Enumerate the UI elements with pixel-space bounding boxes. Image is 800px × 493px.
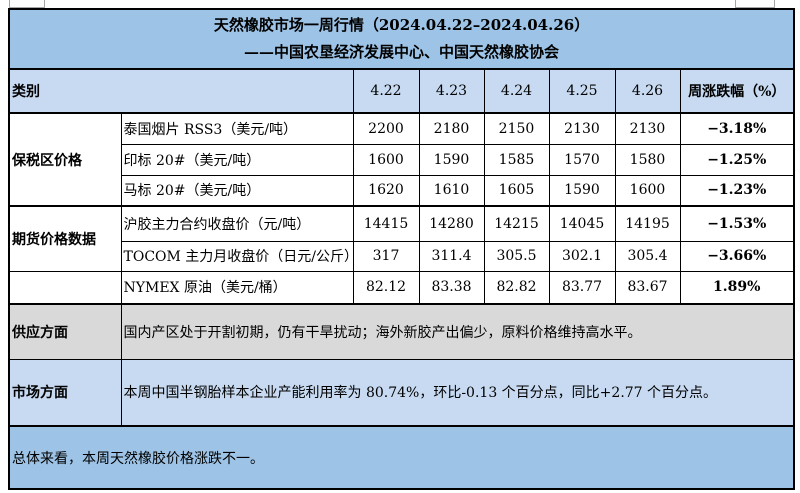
value-cell: 14045 [548, 205, 616, 242]
market-row: 市场方面 本周中国半钢胎样本企业产能利用率为 80.74%，环比-0.13 个百… [8, 358, 795, 427]
value-cell: 1580 [614, 143, 681, 176]
value-cell: 302.1 [548, 240, 616, 272]
value-cell: 317 [352, 240, 420, 272]
value-cell: 1605 [483, 174, 550, 207]
summary-row: 总体来看，本周天然橡胶价格涨跌不一。 [8, 425, 795, 490]
date-header: 4.24 [483, 68, 550, 114]
market-text: 本周中国半钢胎样本企业产能利用率为 80.74%，环比-0.13 个百分点，同比… [120, 358, 795, 427]
category-header: 类别 [8, 68, 354, 114]
supply-text: 国内产区处于开割初期，仍有干旱扰动；海外新胶产出偏少，原料价格维持高水平。 [120, 303, 795, 360]
value-cell: 14280 [418, 205, 485, 242]
weekly-change-header: 周涨跌幅（%） [679, 68, 795, 114]
value-cell: 1590 [418, 143, 485, 176]
value-cell: 1620 [352, 174, 420, 207]
table-row: 马标 20#（美元/吨） 1620 1610 1605 1590 1600 −1… [9, 174, 795, 207]
value-cell: 2200 [352, 112, 420, 145]
value-cell: 2130 [614, 112, 681, 145]
weekly-change-cell: −1.23% [679, 174, 795, 207]
value-cell: 2150 [483, 112, 550, 145]
row-label: TOCOM 主力月收盘价（日元/公斤） [120, 240, 354, 272]
value-cell: 14215 [483, 205, 550, 242]
top-left-handle [9, 0, 45, 8]
report-title: 天然橡胶市场一周行情（2024.04.22–2024.04.26） [213, 16, 590, 34]
supply-row: 供应方面 国内产区处于开割初期，仍有干旱扰动；海外新胶产出偏少，原料价格维持高水… [8, 303, 795, 360]
group-label-futures: 期货价格数据 [8, 205, 122, 272]
report-subtitle: ——中国农垦经济发展中心、中国天然橡胶协会 [244, 43, 560, 61]
value-cell: 1600 [352, 143, 420, 176]
weekly-change-cell: −1.53% [679, 205, 795, 242]
value-cell: 2130 [548, 112, 616, 145]
value-cell: 82.12 [352, 270, 420, 305]
rubber-market-report-table: 天然橡胶市场一周行情（2024.04.22–2024.04.26） ——中国农垦… [8, 8, 796, 490]
report-title-band: 天然橡胶市场一周行情（2024.04.22–2024.04.26） ——中国农垦… [8, 8, 795, 70]
date-header: 4.25 [548, 68, 616, 114]
value-cell: 83.77 [548, 270, 616, 305]
value-cell: 83.67 [614, 270, 681, 305]
weekly-change-cell: 1.89% [679, 270, 795, 305]
table-row: TOCOM 主力月收盘价（日元/公斤） 317 311.4 305.5 302.… [9, 240, 795, 272]
summary-text: 总体来看，本周天然橡胶价格涨跌不一。 [8, 425, 795, 490]
value-cell: 1610 [418, 174, 485, 207]
row-label: NYMEX 原油（美元/桶） [120, 270, 354, 305]
value-cell: 1570 [548, 143, 616, 176]
date-header: 4.23 [418, 68, 485, 114]
date-header: 4.22 [352, 68, 420, 114]
table-row: 期货价格数据 沪胶主力合约收盘价（元/吨） 14415 14280 14215 … [8, 205, 795, 272]
value-cell: 14415 [352, 205, 420, 242]
date-header: 4.26 [614, 68, 681, 114]
value-cell: 1590 [548, 174, 616, 207]
value-cell: 1600 [614, 174, 681, 207]
value-cell: 82.82 [483, 270, 550, 305]
table-row: 保税区价格 泰国烟片 RSS3（美元/吨） 2200 2180 2150 213… [8, 112, 795, 207]
value-cell: 1585 [483, 143, 550, 176]
value-cell: 305.4 [614, 240, 681, 272]
top-right-handle [735, 0, 775, 8]
row-label: 沪胶主力合约收盘价（元/吨） [120, 205, 354, 242]
column-header-row: 类别 4.22 4.23 4.24 4.25 4.26 周涨跌幅（%） [8, 68, 795, 114]
value-cell: 311.4 [418, 240, 485, 272]
value-cell: 83.38 [418, 270, 485, 305]
row-label: 马标 20#（美元/吨） [120, 174, 354, 207]
value-cell: 305.5 [483, 240, 550, 272]
weekly-change-cell: −3.66% [679, 240, 795, 272]
group-label-bonded-zone: 保税区价格 [8, 112, 122, 207]
weekly-change-cell: −3.18% [679, 112, 795, 145]
value-cell: 14195 [614, 205, 681, 242]
supply-label: 供应方面 [8, 303, 122, 360]
value-cell: 2180 [418, 112, 485, 145]
table-row: NYMEX 原油（美元/桶） 82.12 83.38 82.82 83.77 8… [8, 270, 795, 305]
weekly-change-cell: −1.25% [679, 143, 795, 176]
market-label: 市场方面 [8, 358, 122, 427]
group-label-empty [8, 270, 122, 305]
row-label: 泰国烟片 RSS3（美元/吨） [120, 112, 354, 145]
row-label: 印标 20#（美元/吨） [120, 143, 354, 176]
table-row: 印标 20#（美元/吨） 1600 1590 1585 1570 1580 −1… [9, 143, 795, 176]
